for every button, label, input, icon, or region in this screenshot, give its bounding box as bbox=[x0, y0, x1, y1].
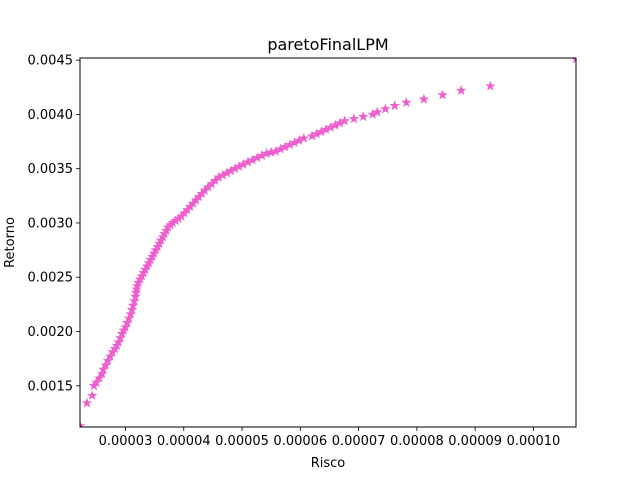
y-tick-label: 0.0015 bbox=[28, 379, 74, 394]
x-axis-ticks: 0.00003 0.00004 0.00005 0.00006 0.00007 0.000… bbox=[99, 427, 561, 449]
data-point bbox=[455, 85, 467, 96]
data-point bbox=[372, 106, 383, 117]
chart-title: paretoFinalLPM bbox=[267, 35, 388, 54]
x-tick-label: 0.00006 bbox=[273, 434, 327, 449]
data-point bbox=[380, 103, 391, 114]
data-point bbox=[389, 100, 400, 111]
plot-frame bbox=[79, 57, 577, 428]
y-tick-label: 0.0020 bbox=[28, 325, 74, 340]
x-tick-label: 0.00010 bbox=[507, 434, 561, 449]
data-point bbox=[80, 420, 86, 427]
data-point bbox=[102, 355, 114, 366]
x-tick-label: 0.00004 bbox=[157, 434, 211, 449]
y-tick-label: 0.0040 bbox=[28, 108, 74, 123]
y-axis-label: Retorno bbox=[3, 217, 18, 268]
data-point bbox=[339, 115, 350, 126]
data-point bbox=[401, 96, 412, 107]
data-point bbox=[100, 359, 111, 370]
x-tick-label: 0.00005 bbox=[215, 434, 269, 449]
data-point bbox=[418, 93, 430, 104]
x-tick-label: 0.00003 bbox=[99, 434, 153, 449]
y-tick-label: 0.0025 bbox=[28, 271, 74, 286]
y-tick-label: 0.0030 bbox=[28, 216, 74, 231]
y-tick-label: 0.0045 bbox=[28, 54, 74, 69]
x-tick-label: 0.00009 bbox=[448, 434, 502, 449]
y-tick-label: 0.0035 bbox=[28, 162, 74, 177]
data-points bbox=[80, 58, 576, 427]
data-point bbox=[571, 58, 576, 64]
x-axis-label: Risco bbox=[311, 456, 346, 471]
data-point bbox=[98, 363, 109, 374]
data-point bbox=[105, 350, 116, 361]
x-tick-label: 0.00008 bbox=[390, 434, 444, 449]
data-point bbox=[130, 286, 142, 297]
data-point bbox=[298, 132, 310, 143]
data-point bbox=[87, 390, 98, 400]
data-point bbox=[348, 113, 360, 124]
data-point bbox=[437, 89, 448, 100]
data-point bbox=[358, 111, 369, 122]
x-tick-label: 0.00007 bbox=[332, 434, 386, 449]
y-axis-ticks: 0.0015 0.0020 0.0025 0.0030 0.0035 0.0040 0.00… bbox=[28, 54, 80, 394]
data-point bbox=[81, 397, 93, 408]
data-point bbox=[131, 283, 142, 294]
data-point bbox=[485, 80, 496, 91]
